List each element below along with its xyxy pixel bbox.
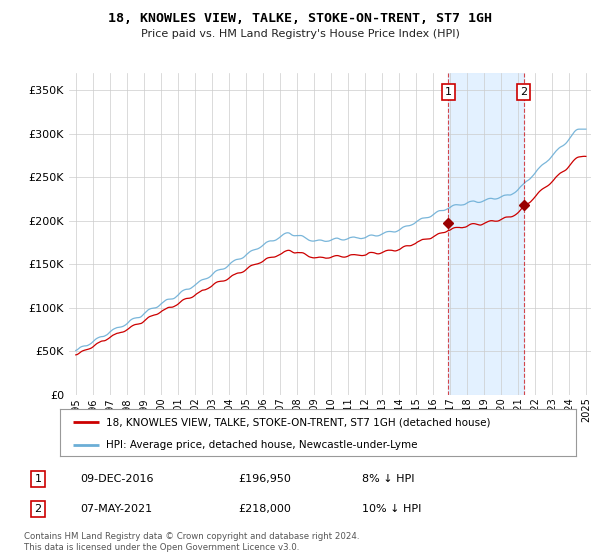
- Text: 18, KNOWLES VIEW, TALKE, STOKE-ON-TRENT, ST7 1GH: 18, KNOWLES VIEW, TALKE, STOKE-ON-TRENT,…: [108, 12, 492, 25]
- Text: 2: 2: [520, 87, 527, 97]
- Text: 18, KNOWLES VIEW, TALKE, STOKE-ON-TRENT, ST7 1GH (detached house): 18, KNOWLES VIEW, TALKE, STOKE-ON-TRENT,…: [106, 417, 491, 427]
- Text: £218,000: £218,000: [238, 504, 291, 514]
- Text: 1: 1: [445, 87, 452, 97]
- Text: Price paid vs. HM Land Registry's House Price Index (HPI): Price paid vs. HM Land Registry's House …: [140, 29, 460, 39]
- Text: 1: 1: [35, 474, 41, 484]
- Text: HPI: Average price, detached house, Newcastle-under-Lyme: HPI: Average price, detached house, Newc…: [106, 440, 418, 450]
- Text: 2: 2: [35, 504, 41, 514]
- Text: 8% ↓ HPI: 8% ↓ HPI: [362, 474, 415, 484]
- Text: 07-MAY-2021: 07-MAY-2021: [80, 504, 152, 514]
- Text: £196,950: £196,950: [238, 474, 291, 484]
- Text: Contains HM Land Registry data © Crown copyright and database right 2024.
This d: Contains HM Land Registry data © Crown c…: [24, 532, 359, 552]
- Text: 09-DEC-2016: 09-DEC-2016: [80, 474, 154, 484]
- Bar: [448, 73, 524, 395]
- Text: 10% ↓ HPI: 10% ↓ HPI: [362, 504, 422, 514]
